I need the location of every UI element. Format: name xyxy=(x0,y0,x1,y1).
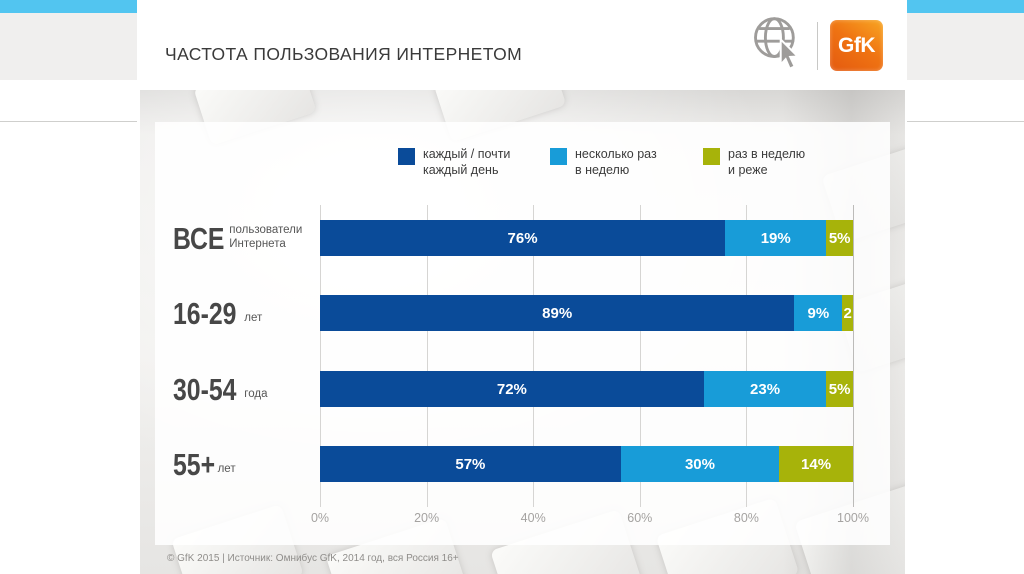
legend-label-line: каждый день xyxy=(423,163,499,178)
category-main: 30-54 xyxy=(173,371,237,407)
bar-row: 89% 9% 2 xyxy=(320,295,853,331)
category-label: ВСЕ пользователи Интернета xyxy=(173,220,321,256)
divider-line xyxy=(907,121,1024,122)
gray-header-block xyxy=(907,13,1024,80)
legend-label: каждый / почти каждый день xyxy=(423,146,510,179)
bar-value-label: 76% xyxy=(507,229,538,247)
x-axis-tick-label: 60% xyxy=(627,511,653,525)
legend-label: раз в неделю и реже xyxy=(728,146,805,179)
page-title: ЧАСТОТА ПОЛЬЗОВАНИЯ ИНТЕРНЕТОМ xyxy=(165,44,523,64)
bar-row: 57% 30% 14% xyxy=(320,446,853,482)
bar-segment-weekly: 23% xyxy=(703,371,827,407)
category-main: 55+ xyxy=(173,446,216,482)
x-axis-tick-label: 0% xyxy=(310,511,330,525)
legend-item: раз в неделю и реже xyxy=(703,146,805,179)
bar-segment-daily: 57% xyxy=(320,446,621,482)
bar-value-label: 5% xyxy=(828,229,851,247)
bar-segment-rarely: 14% xyxy=(779,446,853,482)
bar-segment-weekly: 9% xyxy=(794,295,843,331)
logo: GfK xyxy=(751,14,883,77)
bar-value-label: 89% xyxy=(542,304,573,322)
category-label: 30-54 года xyxy=(173,371,321,407)
legend-label-line: несколько раз xyxy=(575,147,657,161)
bar-segment-daily: 76% xyxy=(320,220,726,256)
gridline xyxy=(853,205,854,507)
keyboard-photo: каждый / почти каждый день несколько раз… xyxy=(140,90,905,574)
gfk-logo: GfK xyxy=(830,20,883,71)
x-axis-tick-label: 20% xyxy=(414,511,440,525)
category-sub: пользователи Интернета xyxy=(229,224,303,250)
globe-cursor-icon xyxy=(751,14,805,77)
gridline xyxy=(320,205,321,507)
category-sub: года xyxy=(244,388,268,401)
bar-value-label: 57% xyxy=(455,455,486,473)
legend-item: каждый / почти каждый день xyxy=(398,146,510,179)
gridline xyxy=(746,205,748,507)
category-label: 16-29 лет xyxy=(173,295,321,331)
bar-segment-daily: 72% xyxy=(320,371,704,407)
bar-segment-rarely: 2 xyxy=(842,295,853,331)
legend-swatch-daily xyxy=(398,148,415,165)
right-margin xyxy=(907,0,1024,574)
divider-line xyxy=(0,121,137,122)
bar-row: 76% 19% 5% xyxy=(320,220,853,256)
top-accent-bar xyxy=(907,0,1024,13)
bar-value-label: 2 xyxy=(843,304,852,322)
plot-area: 0% 20% 40% 60% 80% 100% 76% 19% 5% 89% 9… xyxy=(311,205,869,525)
x-axis-tick-label: 100% xyxy=(837,511,869,525)
top-accent-bar xyxy=(0,0,137,13)
bar-segment-rarely: 5% xyxy=(826,371,853,407)
gridline xyxy=(426,205,428,507)
legend-swatch-rarely xyxy=(703,148,720,165)
bar-value-label: 19% xyxy=(760,229,791,247)
bar-segment-weekly: 30% xyxy=(620,446,780,482)
legend-swatch-weekly xyxy=(550,148,567,165)
legend-label-line: в неделю xyxy=(575,163,630,178)
legend-label-line: раз в неделю xyxy=(728,147,806,161)
legend-label: несколько раз в неделю xyxy=(575,146,657,179)
legend-label-line: каждый / почти xyxy=(423,147,511,161)
x-axis-tick-label: 80% xyxy=(733,511,759,525)
gridline xyxy=(533,205,535,507)
gridline xyxy=(639,205,641,507)
logo-divider xyxy=(817,21,818,70)
chart-panel: каждый / почти каждый день несколько раз… xyxy=(155,122,890,545)
x-axis-tick-label: 40% xyxy=(520,511,546,525)
bar-value-label: 9% xyxy=(807,304,830,322)
bar-segment-daily: 89% xyxy=(320,295,795,331)
bar-segment-weekly: 19% xyxy=(725,220,827,256)
bar-row: 72% 23% 5% xyxy=(320,371,853,407)
legend-label-line: и реже xyxy=(728,163,768,178)
category-sub: лет xyxy=(217,463,236,476)
bar-value-label: 5% xyxy=(828,380,851,398)
bar-value-label: 23% xyxy=(750,380,781,398)
left-margin xyxy=(0,0,137,574)
bar-value-label: 14% xyxy=(801,455,832,473)
bar-value-label: 30% xyxy=(684,455,715,473)
category-main: 16-29 xyxy=(173,295,237,331)
gray-header-block xyxy=(0,13,137,80)
slide: ЧАСТОТА ПОЛЬЗОВАНИЯ ИНТЕРНЕТОМ GfK xyxy=(137,0,907,574)
source-footer: © GfK 2015 | Источник: Омнибус GfK, 2014… xyxy=(167,553,459,564)
bar-value-label: 72% xyxy=(496,380,527,398)
category-label: 55+ лет xyxy=(173,446,321,482)
category-main: ВСЕ xyxy=(173,220,225,256)
legend-item: несколько раз в неделю xyxy=(550,146,657,179)
category-sub: лет xyxy=(244,312,263,325)
bar-segment-rarely: 5% xyxy=(826,220,853,256)
